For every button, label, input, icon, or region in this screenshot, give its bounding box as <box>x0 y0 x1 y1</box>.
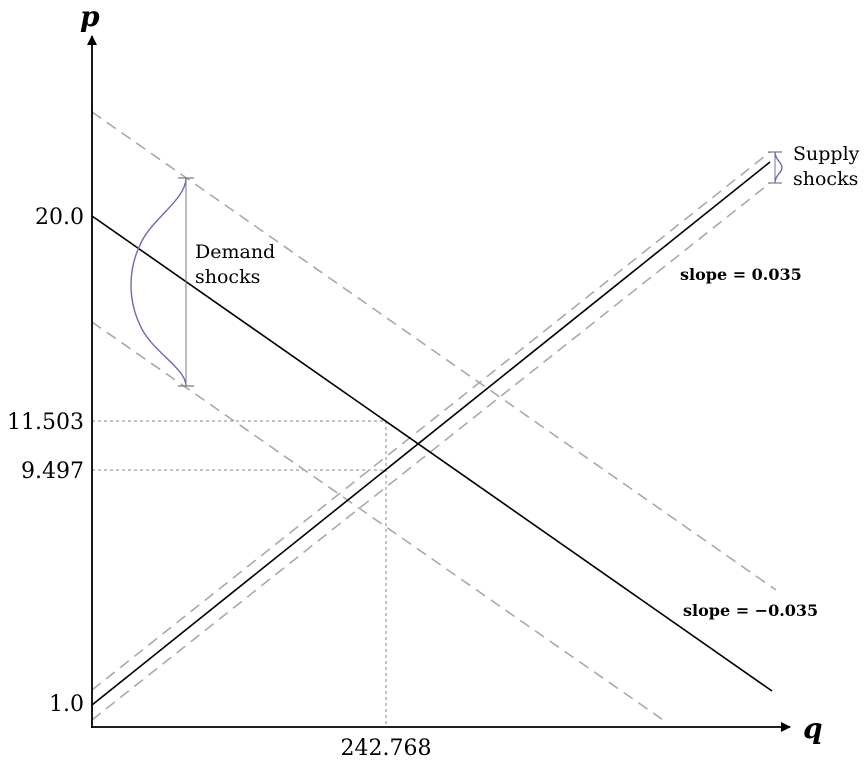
supply-curve-shifted-down <box>91 182 771 721</box>
demand-shocks-marker <box>130 177 194 387</box>
demand-slope-label: slope = −0.035 <box>683 601 818 620</box>
demand-curve <box>91 215 773 692</box>
supply-shocks-label-line: Supply <box>793 143 860 165</box>
supply-shocks-marker <box>768 151 783 184</box>
supply-curve <box>91 161 771 706</box>
demand-shocks-label-line: shocks <box>195 266 260 288</box>
y-tick-label: 11.503 <box>7 410 84 435</box>
demand-shocks-label: Demand shocks <box>195 241 281 288</box>
demand-curve-shifted-down <box>91 321 667 723</box>
y-axis-label: p <box>80 0 100 33</box>
supply-slope-label: slope = 0.035 <box>680 265 802 284</box>
supply-curve-shifted-up <box>91 151 771 691</box>
y-tick-label: 1.0 <box>49 692 84 717</box>
x-axis-label: q <box>803 712 823 745</box>
demand-shock-distribution-curve <box>130 177 187 387</box>
supply-shock-distribution-curve <box>774 151 783 184</box>
demand-shocks-label-line: Demand <box>195 241 275 263</box>
x-tick-label: 242.768 <box>341 736 432 760</box>
y-tick-label: 9.497 <box>21 459 84 484</box>
supply-shocks-label: Supply shocks <box>793 143 865 190</box>
demand-curve-shifted-up <box>91 111 777 591</box>
y-tick-label: 20.0 <box>35 205 84 230</box>
supply-shocks-label-line: shocks <box>793 168 858 190</box>
